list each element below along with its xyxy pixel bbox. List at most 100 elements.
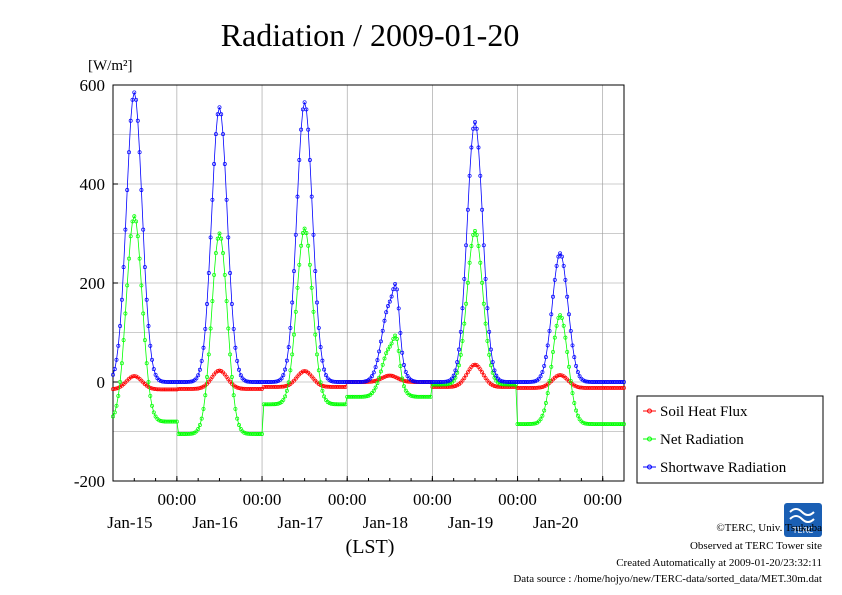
series-point [394, 337, 399, 341]
series-point [141, 227, 146, 232]
series-point [254, 432, 259, 436]
series-point [311, 232, 316, 237]
series-point [268, 384, 273, 389]
series-point [593, 422, 598, 427]
x-tick-date-label: Jan-15 [107, 513, 152, 532]
series-point [205, 302, 209, 306]
x-tick-time-label: 00:00 [243, 490, 282, 509]
series-point [166, 380, 170, 384]
grid-lines [113, 85, 624, 481]
legend-box [636, 395, 824, 484]
series-point [574, 363, 579, 368]
series-point [267, 380, 272, 384]
series-point [474, 126, 479, 131]
legend-swatch-marker [647, 436, 652, 442]
series-point [586, 421, 591, 426]
series-point [579, 385, 584, 390]
series-point [586, 379, 591, 384]
series-point [572, 383, 577, 388]
series-point [559, 254, 564, 259]
x-tick-date-label: Jan-20 [533, 513, 578, 532]
series-point [320, 388, 325, 393]
series-point [290, 300, 295, 305]
series-point [458, 329, 463, 334]
series-point [297, 262, 302, 267]
series-point [536, 376, 541, 381]
series-point [190, 386, 195, 391]
series-point [476, 364, 481, 369]
series-point [279, 376, 284, 381]
series-point [393, 333, 398, 338]
credit-created: Created Automatically at 2009-01-20/23:3… [616, 557, 822, 569]
series-point [252, 432, 257, 436]
series-point [173, 419, 178, 424]
series-point [158, 419, 163, 423]
series-point [574, 408, 579, 413]
series-point [387, 344, 392, 349]
series-point [558, 251, 563, 256]
series-point [164, 379, 169, 384]
series-point [606, 385, 610, 390]
series-point [258, 432, 263, 436]
series-point [510, 380, 515, 384]
series-point [483, 376, 488, 381]
series-point [478, 173, 483, 178]
series-point [593, 385, 598, 390]
series-point [584, 385, 589, 390]
series-point [488, 363, 493, 368]
credit-source: Data source : /home/hojyo/new/TERC-data/… [513, 573, 822, 585]
series-point [141, 311, 146, 316]
series-point [173, 387, 178, 392]
x-tick-time-label: 00:00 [413, 490, 452, 509]
series-point [245, 386, 250, 391]
series-point [554, 263, 559, 268]
series-point [402, 384, 406, 389]
series-point [529, 379, 534, 384]
series-point [233, 406, 238, 411]
series-point [150, 357, 154, 362]
series-point [212, 272, 217, 277]
series-point [135, 118, 140, 123]
series-point [622, 380, 626, 384]
series-point [297, 158, 302, 162]
series-point [467, 367, 472, 372]
series-point [268, 402, 273, 407]
series-point [245, 431, 250, 436]
series-point [293, 232, 298, 237]
series-point [542, 363, 547, 368]
series-point [235, 385, 240, 390]
series-point [302, 226, 307, 231]
series-point [439, 380, 444, 384]
series-point [111, 387, 115, 392]
y-axis-ticks: 600 400 200 0 -200 [74, 76, 118, 491]
series-point [210, 299, 215, 304]
series-point [389, 373, 394, 378]
series-point [449, 376, 454, 381]
series-point [501, 384, 506, 389]
series-point [398, 330, 403, 335]
series-point [217, 368, 222, 373]
series-point [607, 385, 612, 390]
series-point [121, 265, 126, 270]
legend-label: Net Radiation [660, 432, 744, 448]
series-point [614, 422, 619, 427]
series-point [545, 343, 550, 348]
series-point [316, 325, 321, 330]
series-point [261, 402, 266, 407]
series-point [322, 394, 327, 399]
series-point [254, 386, 259, 391]
series-point [433, 380, 438, 384]
series-point [288, 325, 293, 330]
series-point [384, 310, 389, 315]
series-point [529, 421, 534, 426]
series-point [183, 380, 188, 384]
series-point [380, 375, 385, 380]
series-point [350, 394, 355, 399]
series-point [441, 379, 445, 384]
series-point [323, 373, 328, 378]
series-point [320, 383, 325, 388]
series-point [583, 379, 587, 384]
series-point [130, 374, 135, 379]
series-point [281, 373, 286, 378]
series-point [480, 280, 485, 285]
